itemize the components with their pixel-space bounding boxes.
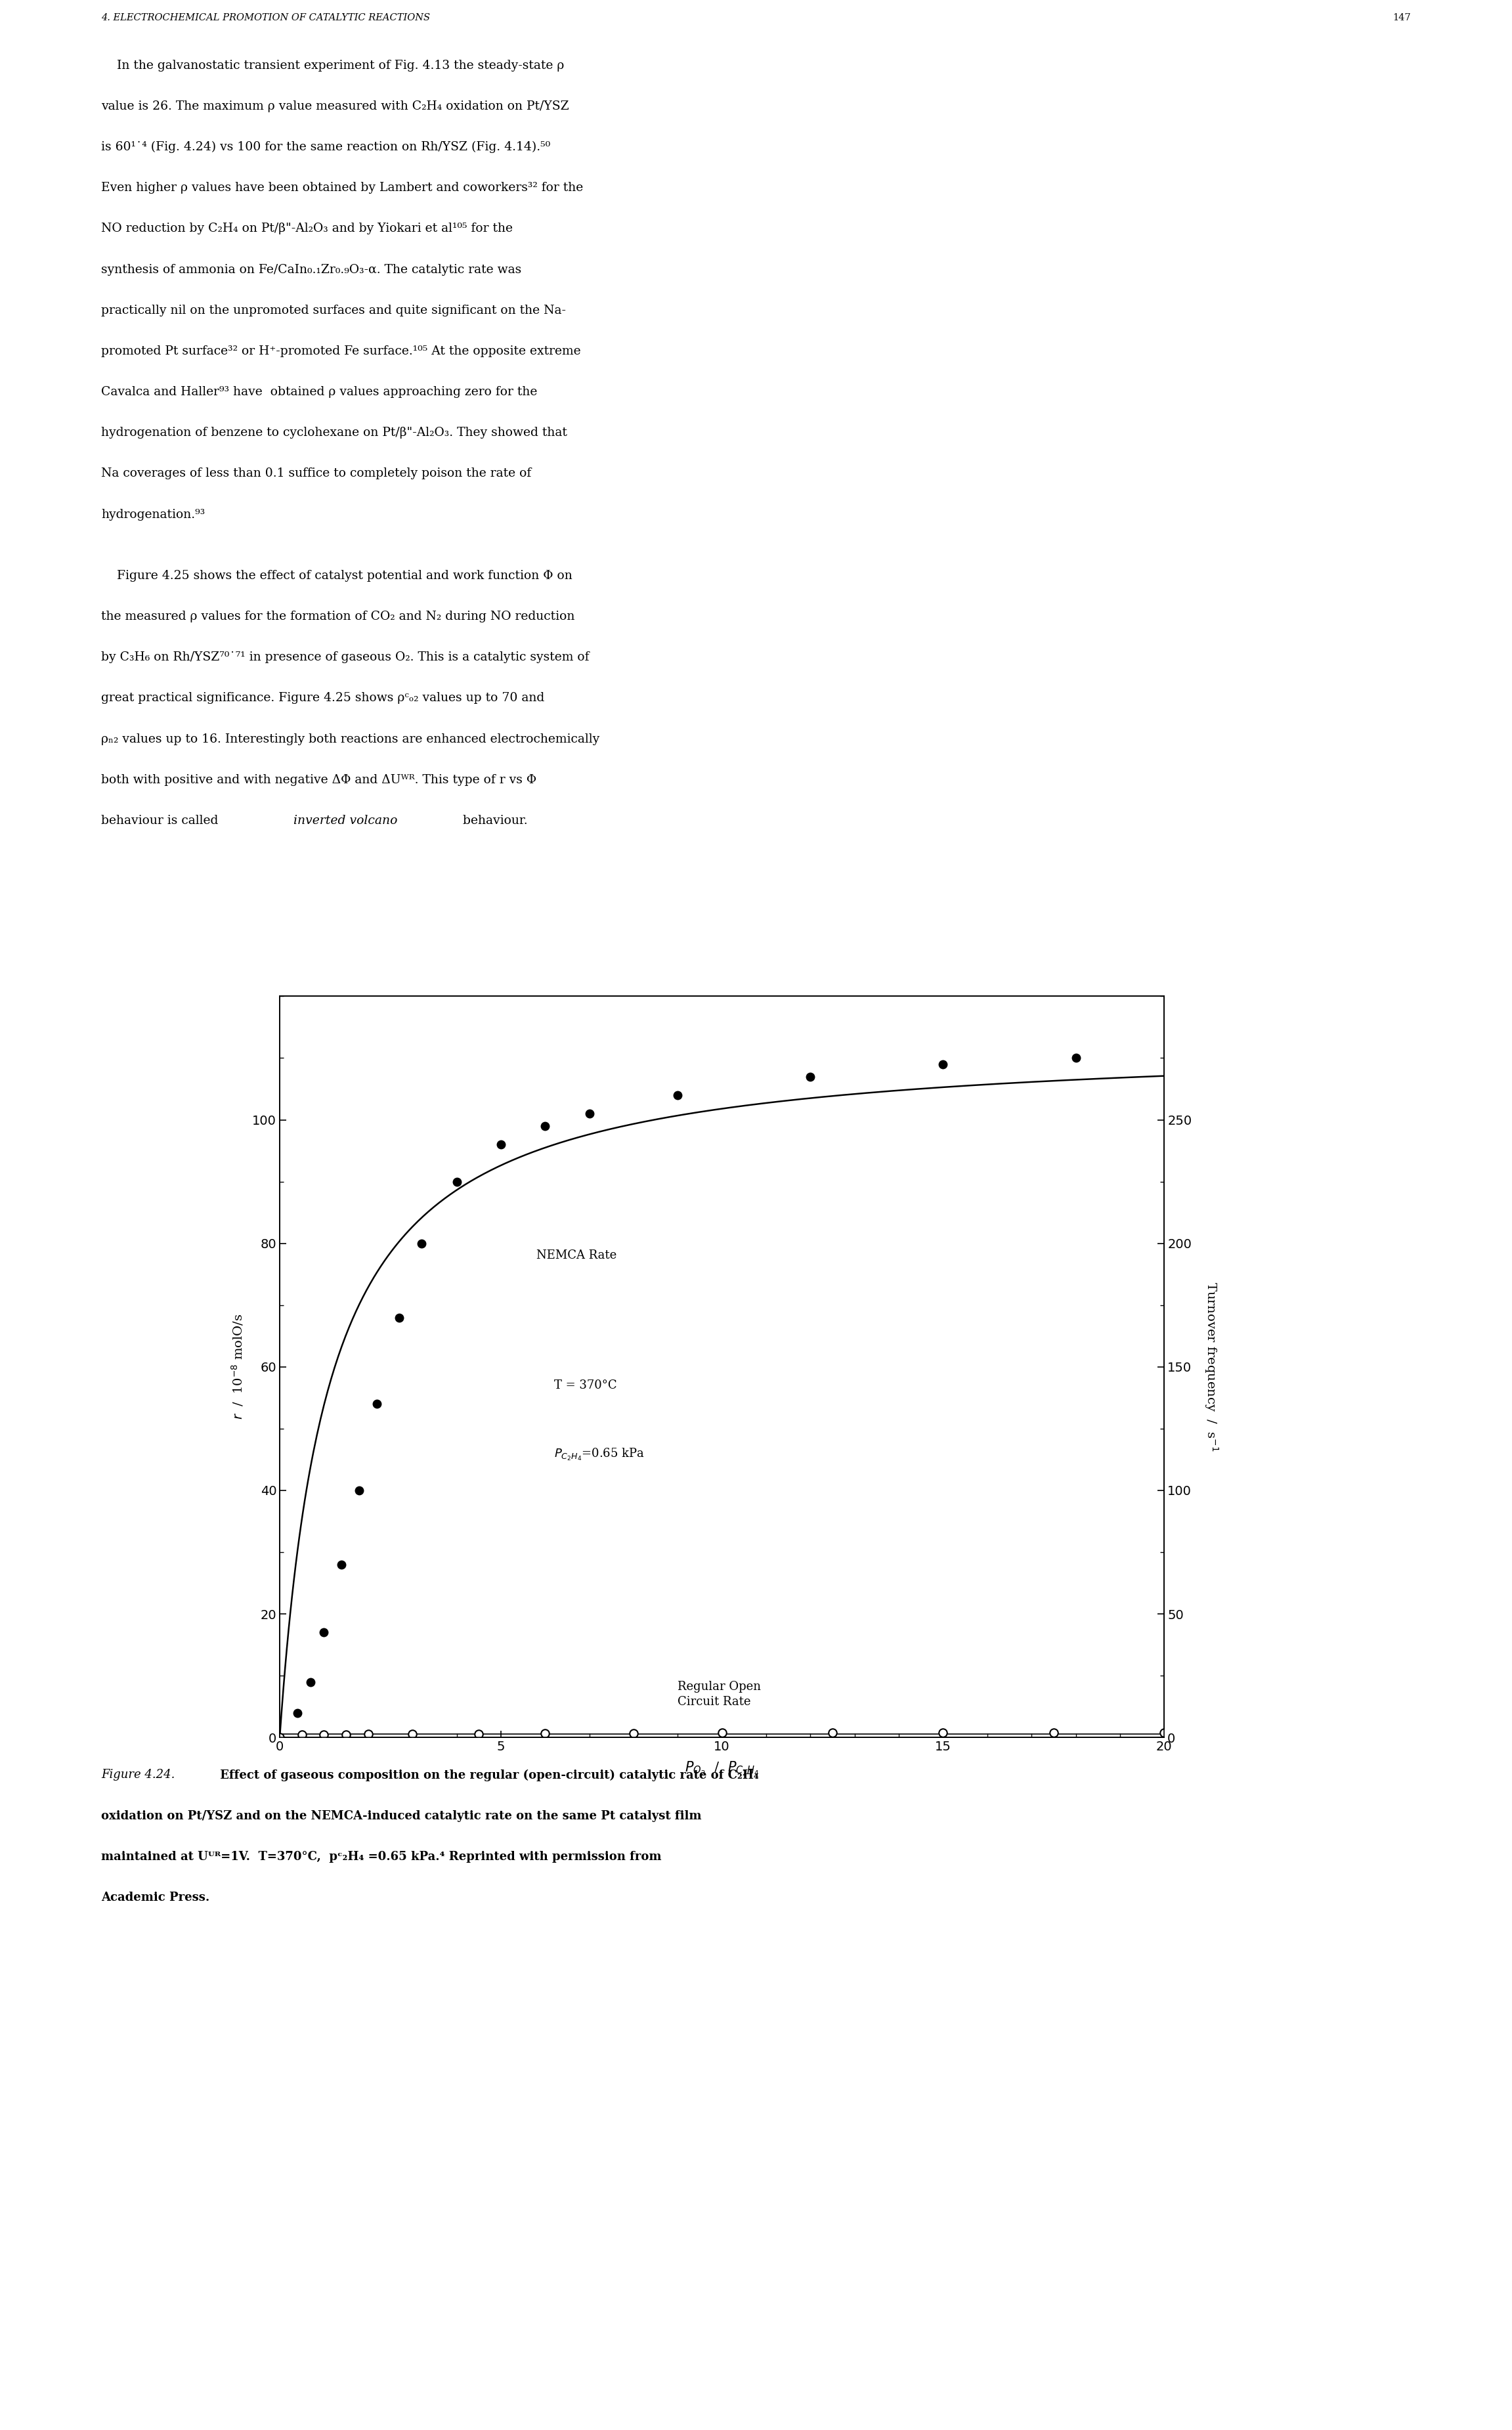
Text: 4. ELECTROCHEMICAL PROMOTION OF CATALYTIC REACTIONS: 4. ELECTROCHEMICAL PROMOTION OF CATALYTI…: [101, 12, 431, 22]
Text: $P_{C_2H_4}$=0.65 kPa: $P_{C_2H_4}$=0.65 kPa: [553, 1448, 644, 1463]
Text: ρₙ₂ values up to 16. Interestingly both reactions are enhanced electrochemically: ρₙ₂ values up to 16. Interestingly both …: [101, 734, 600, 746]
Text: hydrogenation.⁹³: hydrogenation.⁹³: [101, 508, 206, 520]
Text: maintained at Uᵂᴿ=1V.  T=370°C,  pᶜ₂H₄ =0.65 kPa.⁴ Reprinted with permission fro: maintained at Uᵂᴿ=1V. T=370°C, pᶜ₂H₄ =0.…: [101, 1852, 662, 1861]
Text: Regular Open
Circuit Rate: Regular Open Circuit Rate: [677, 1682, 761, 1708]
Text: value is 26. The maximum ρ value measured with C₂H₄ oxidation on Pt/YSZ: value is 26. The maximum ρ value measure…: [101, 100, 569, 112]
Text: synthesis of ammonia on Fe/CaIn₀.₁Zr₀.₉O₃-α. The catalytic rate was: synthesis of ammonia on Fe/CaIn₀.₁Zr₀.₉O…: [101, 262, 522, 275]
Text: inverted volcano: inverted volcano: [293, 814, 398, 826]
Text: hydrogenation of benzene to cyclohexane on Pt/β"-Al₂O₃. They showed that: hydrogenation of benzene to cyclohexane …: [101, 428, 567, 440]
Text: behaviour.: behaviour.: [460, 814, 528, 826]
Text: is 60¹˙⁴ (Fig. 4.24) vs 100 for the same reaction on Rh/YSZ (Fig. 4.14).⁵⁰: is 60¹˙⁴ (Fig. 4.24) vs 100 for the same…: [101, 141, 550, 153]
Text: 147: 147: [1393, 12, 1411, 22]
Text: oxidation on Pt/YSZ and on the NEMCA-induced catalytic rate on the same Pt catal: oxidation on Pt/YSZ and on the NEMCA-ind…: [101, 1810, 702, 1822]
Text: Academic Press.: Academic Press.: [101, 1891, 210, 1903]
Text: Effect of gaseous composition on the regular (open-circuit) catalytic rate of C₂: Effect of gaseous composition on the reg…: [216, 1769, 759, 1781]
Text: Cavalca and Haller⁹³ have  obtained ρ values approaching zero for the: Cavalca and Haller⁹³ have obtained ρ val…: [101, 386, 537, 399]
Text: both with positive and with negative ΔΦ and ΔUᵂᴿ. This type of r vs Φ: both with positive and with negative ΔΦ …: [101, 773, 537, 785]
Text: great practical significance. Figure 4.25 shows ρᶜₒ₂ values up to 70 and: great practical significance. Figure 4.2…: [101, 693, 544, 705]
Text: Even higher ρ values have been obtained by Lambert and coworkers³² for the: Even higher ρ values have been obtained …: [101, 182, 584, 194]
Text: practically nil on the unpromoted surfaces and quite significant on the Na-: practically nil on the unpromoted surfac…: [101, 304, 565, 316]
Y-axis label: $r$  /  10$^{-8}$ molO/s: $r$ / 10$^{-8}$ molO/s: [230, 1315, 245, 1419]
Text: Figure 4.25 shows the effect of catalyst potential and work function Φ on: Figure 4.25 shows the effect of catalyst…: [101, 569, 573, 581]
Text: behaviour is called: behaviour is called: [101, 814, 222, 826]
Text: Figure 4.24.: Figure 4.24.: [101, 1769, 175, 1781]
Text: T = 370°C: T = 370°C: [553, 1380, 617, 1390]
Text: NEMCA Rate: NEMCA Rate: [537, 1249, 617, 1261]
Text: promoted Pt surface³² or H⁺-promoted Fe surface.¹⁰⁵ At the opposite extreme: promoted Pt surface³² or H⁺-promoted Fe …: [101, 345, 581, 357]
Text: by C₃H₆ on Rh/YSZ⁷⁰˙⁷¹ in presence of gaseous O₂. This is a catalytic system of: by C₃H₆ on Rh/YSZ⁷⁰˙⁷¹ in presence of ga…: [101, 651, 590, 663]
Text: Na coverages of less than 0.1 suffice to completely poison the rate of: Na coverages of less than 0.1 suffice to…: [101, 467, 532, 479]
Text: NO reduction by C₂H₄ on Pt/β"-Al₂O₃ and by Yiokari et al¹⁰⁵ for the: NO reduction by C₂H₄ on Pt/β"-Al₂O₃ and …: [101, 224, 513, 236]
Text: the measured ρ values for the formation of CO₂ and N₂ during NO reduction: the measured ρ values for the formation …: [101, 610, 575, 622]
X-axis label: $P_{O_2}$  /  $P_{C_2H_4}$: $P_{O_2}$ / $P_{C_2H_4}$: [685, 1759, 759, 1779]
Text: In the galvanostatic transient experiment of Fig. 4.13 the steady-state ρ: In the galvanostatic transient experimen…: [101, 61, 564, 70]
Y-axis label: Turnover frequency  /  s$^{-1}$: Turnover frequency / s$^{-1}$: [1202, 1283, 1220, 1451]
